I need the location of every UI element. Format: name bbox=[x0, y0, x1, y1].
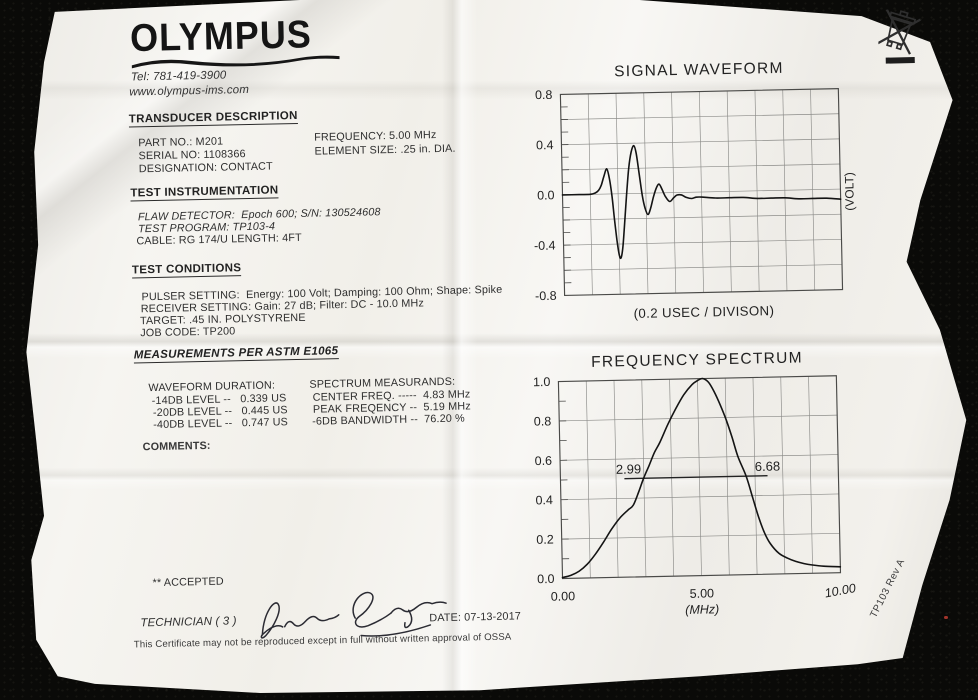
svg-text:0.2: 0.2 bbox=[536, 532, 554, 546]
technician-signature: David Santiago bbox=[248, 575, 466, 665]
date-label: DATE: 07-13-2017 bbox=[429, 610, 522, 625]
6db-bandwidth: -6DB BANDWIDTH -- 76.20 % bbox=[312, 412, 465, 428]
accepted-note: ** ACCEPTED bbox=[152, 575, 224, 590]
weee-bar bbox=[885, 57, 915, 64]
frequency: FREQUENCY: 5.00 MHz bbox=[314, 129, 437, 144]
svg-text:(VOLT): (VOLT) bbox=[842, 172, 857, 211]
signal-waveform-chart: 0.8 0.4 0.0 -0.4 -0.8 SIGNAL WAVEFORM (VOLT) (0… bbox=[534, 60, 857, 321]
svg-text:2.99: 2.99 bbox=[616, 461, 642, 477]
logo-swoosh-icon bbox=[131, 55, 340, 69]
waveform-duration-40db: -40DB LEVEL -- 0.747 US bbox=[153, 416, 289, 432]
svg-text:0.6: 0.6 bbox=[535, 454, 553, 468]
svg-text:0.8: 0.8 bbox=[534, 414, 552, 428]
svg-text:-0.4: -0.4 bbox=[534, 239, 556, 253]
svg-text:0.0: 0.0 bbox=[537, 572, 555, 586]
svg-text:0.4: 0.4 bbox=[535, 493, 553, 507]
svg-text:(MHz): (MHz) bbox=[685, 602, 719, 617]
section-title-measurements: MEASUREMENTS PER ASTM E1065 bbox=[133, 345, 339, 364]
website-url: www.olympus-ims.com bbox=[129, 83, 250, 99]
svg-text:FREQUENCY SPECTRUM: FREQUENCY SPECTRUM bbox=[591, 349, 803, 370]
phone-number: Tel: 781-419-3900 bbox=[130, 69, 227, 84]
element-size: ELEMENT SIZE: .25 in. DIA. bbox=[314, 142, 456, 158]
svg-text:10.00: 10.00 bbox=[824, 581, 857, 600]
svg-text:0.00: 0.00 bbox=[551, 589, 576, 604]
svg-text:0.8: 0.8 bbox=[535, 88, 553, 102]
designation: DESIGNATION: CONTACT bbox=[138, 160, 273, 176]
comments-label: COMMENTS: bbox=[142, 439, 211, 454]
serial-no: SERIAL NO: 1108366 bbox=[138, 148, 246, 163]
svg-text:5.00: 5.00 bbox=[690, 586, 715, 601]
section-title-test-conditions: TEST CONDITIONS bbox=[131, 262, 242, 279]
job-code: JOB CODE: TP200 bbox=[140, 325, 236, 340]
part-no: PART NO.: M201 bbox=[138, 135, 224, 150]
svg-text:0.4: 0.4 bbox=[536, 138, 554, 152]
weee-crossed-bin-icon bbox=[877, 9, 921, 64]
cable: CABLE: RG 174/U LENGTH: 4FT bbox=[136, 231, 302, 248]
svg-text:SIGNAL WAVEFORM: SIGNAL WAVEFORM bbox=[614, 60, 784, 81]
frequency-spectrum-chart: 1.0 0.8 0.6 0.4 0.2 0.0 FREQUENCY SPECTRUM 0.00… bbox=[533, 349, 857, 617]
section-title-transducer-description: TRANSDUCER DESCRIPTION bbox=[128, 109, 298, 128]
svg-text:1.0: 1.0 bbox=[533, 375, 551, 389]
technician-label: TECHNICIAN ( 3 ) bbox=[140, 615, 237, 630]
red-speck bbox=[944, 616, 948, 619]
svg-text:(0.2 USEC / DIVISON): (0.2 USEC / DIVISON) bbox=[634, 303, 775, 321]
svg-text:6.68: 6.68 bbox=[755, 458, 781, 474]
svg-text:0.0: 0.0 bbox=[537, 188, 555, 202]
section-title-test-instrumentation: TEST INSTRUMENTATION bbox=[130, 184, 279, 202]
svg-text:-0.8: -0.8 bbox=[535, 289, 557, 303]
